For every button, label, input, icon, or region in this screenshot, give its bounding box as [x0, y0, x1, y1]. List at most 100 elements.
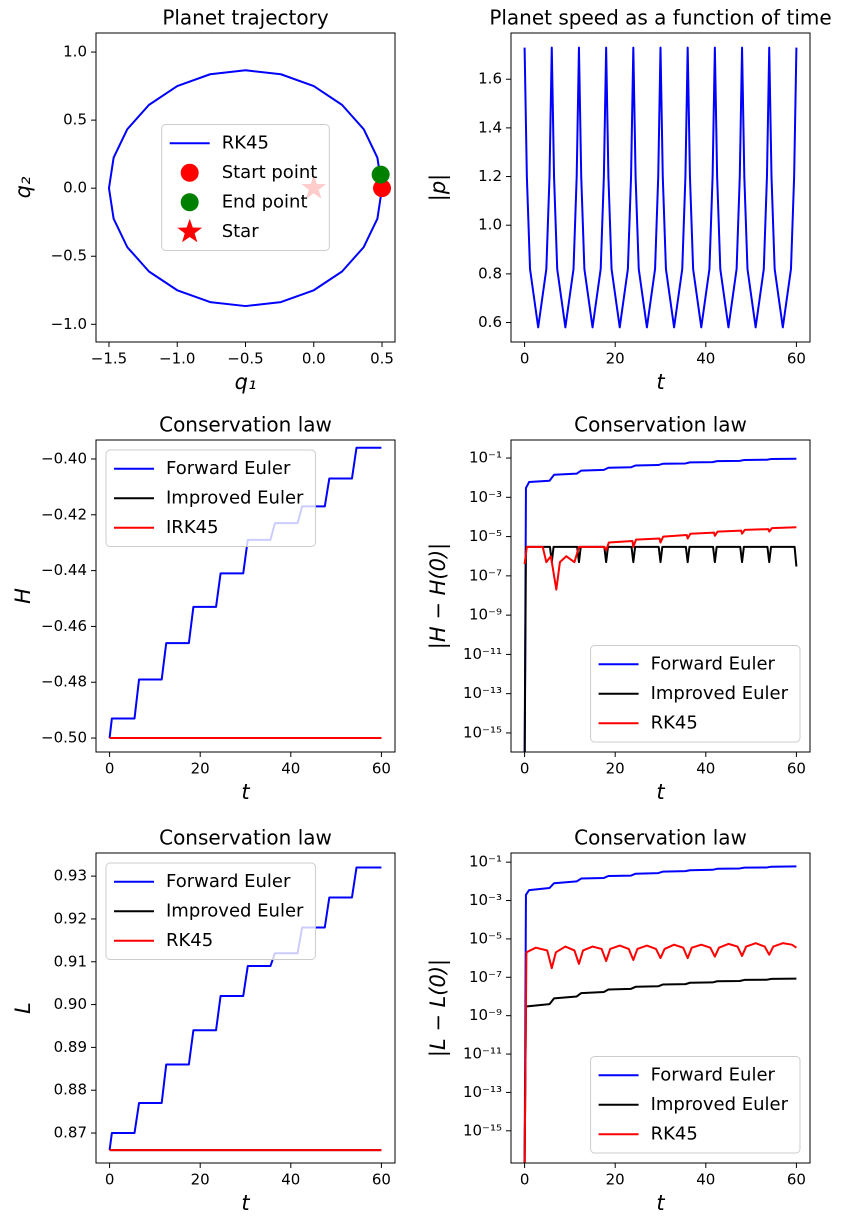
axes-frame	[95, 32, 396, 343]
y-tick-label: 10⁻⁵	[469, 527, 502, 545]
legend-box	[590, 645, 801, 743]
x-axis-label: t	[241, 780, 250, 804]
x-tick-label: 60	[787, 350, 806, 368]
y-axis-label: |H − H(0)|	[426, 543, 451, 649]
y-tick-label: 10⁻¹³	[463, 684, 502, 702]
series-line	[108, 866, 382, 1151]
x-tick-label: 60	[372, 1171, 391, 1189]
series-line	[108, 446, 382, 739]
y-tick-label: 0.6	[478, 313, 502, 331]
y-tick-label: 1.0	[478, 216, 502, 234]
x-axis-label: t	[656, 370, 665, 394]
x-tick-label: 0.0	[302, 350, 326, 368]
x-tick-label: 0	[520, 1171, 530, 1189]
legend: Forward Euler Improved Euler IRK45	[105, 449, 316, 547]
y-tick-label: 0.89	[54, 1038, 87, 1056]
x-tick-label: 0.5	[370, 350, 394, 368]
series-line	[523, 457, 797, 752]
series-line	[523, 526, 797, 591]
x-tick-label: 0	[520, 350, 530, 368]
x-tick-label: 40	[696, 760, 715, 778]
x-tick-label: 40	[696, 350, 715, 368]
point-marker	[371, 165, 390, 184]
y-tick-label: −0.5	[51, 247, 87, 265]
y-tick-label: 0.5	[63, 111, 87, 129]
x-tick-label: 0	[520, 760, 530, 778]
y-tick-label: 10⁻⁷	[469, 566, 502, 584]
chart-title: Conservation law	[159, 826, 332, 850]
y-tick-label: −0.42	[41, 505, 87, 523]
y-tick-label: 10⁻⁷	[469, 968, 502, 986]
legend-box	[105, 449, 316, 547]
legend-label: Forward Euler	[651, 1064, 776, 1085]
chart-title: Conservation law	[159, 413, 332, 437]
legend-label: Forward Euler	[166, 871, 291, 892]
x-tick-label: 40	[281, 1171, 300, 1189]
legend: Forward Euler Improved Euler RK45	[590, 1056, 801, 1154]
legend-label: RK45	[222, 132, 269, 153]
x-tick-label: 20	[191, 760, 210, 778]
legend: RK45 Start point End point Star	[161, 124, 330, 251]
legend-label: IRK45	[166, 517, 219, 538]
series-line	[107, 69, 384, 308]
y-tick-label: 10⁻⁵	[469, 929, 502, 947]
x-tick-label: −1.0	[159, 350, 195, 368]
series-line	[523, 942, 797, 1163]
y-tick-label: 10⁻⁹	[469, 1006, 502, 1024]
x-tick-label: −1.5	[91, 350, 127, 368]
x-axis-label: t	[656, 1191, 665, 1215]
x-axis-label: t	[241, 1191, 250, 1215]
legend-label: Forward Euler	[166, 458, 291, 479]
legend-label: Improved Euler	[651, 1094, 789, 1115]
y-tick-label: 0.91	[54, 952, 87, 970]
y-tick-label: 1.0	[63, 43, 87, 61]
x-axis-label: q₁	[235, 370, 257, 394]
y-tick-label: 10⁻¹¹	[463, 645, 502, 663]
x-tick-label: 20	[606, 760, 625, 778]
y-axis-label: |L − L(0)|	[426, 959, 451, 1057]
y-tick-label: 0.87	[54, 1124, 87, 1142]
y-tick-label: 10⁻¹	[469, 853, 502, 871]
y-axis-label: |p|	[426, 174, 451, 201]
x-tick-label: 40	[696, 1171, 715, 1189]
series-line	[523, 865, 797, 1163]
y-tick-label: 0.92	[54, 909, 87, 927]
x-tick-label: 0	[105, 760, 115, 778]
series-line	[523, 46, 798, 329]
y-tick-label: −0.46	[41, 617, 87, 635]
y-tick-label: 0.0	[63, 179, 87, 197]
legend-label: Start point	[222, 162, 318, 183]
chart-title: Planet trajectory	[162, 6, 329, 30]
legend-marker	[180, 163, 199, 182]
axes-frame	[95, 852, 396, 1164]
legend-box	[161, 124, 330, 251]
x-tick-label: 40	[281, 760, 300, 778]
y-axis-label: H	[11, 588, 35, 604]
legend-marker	[177, 218, 203, 243]
y-tick-label: 10⁻¹⁵	[463, 723, 502, 741]
legend-label: RK45	[651, 712, 698, 733]
x-tick-label: 20	[191, 1171, 210, 1189]
legend-box	[105, 862, 316, 960]
legend-label: RK45	[651, 1123, 698, 1144]
x-tick-label: −0.5	[227, 350, 263, 368]
y-tick-label: 10⁻¹³	[463, 1083, 502, 1101]
x-tick-label: 60	[372, 760, 391, 778]
legend-marker	[180, 193, 199, 212]
legend-box	[590, 1056, 801, 1154]
y-tick-label: −0.44	[41, 561, 87, 579]
legend-label: Improved Euler	[166, 900, 304, 921]
y-tick-label: −0.40	[41, 449, 87, 467]
y-tick-label: 10⁻¹⁵	[463, 1121, 502, 1139]
legend-label: Forward Euler	[651, 653, 776, 674]
y-tick-label: 10⁻¹¹	[463, 1045, 502, 1063]
legend: Forward Euler Improved Euler RK45	[590, 645, 801, 743]
y-tick-label: 0.8	[478, 264, 502, 282]
y-tick-label: 1.6	[478, 70, 502, 88]
y-tick-label: 0.93	[54, 867, 87, 885]
series-line	[523, 977, 797, 1163]
y-tick-label: −1.0	[51, 315, 87, 333]
y-tick-label: 10⁻³	[469, 488, 502, 506]
y-tick-label: −0.48	[41, 673, 87, 691]
